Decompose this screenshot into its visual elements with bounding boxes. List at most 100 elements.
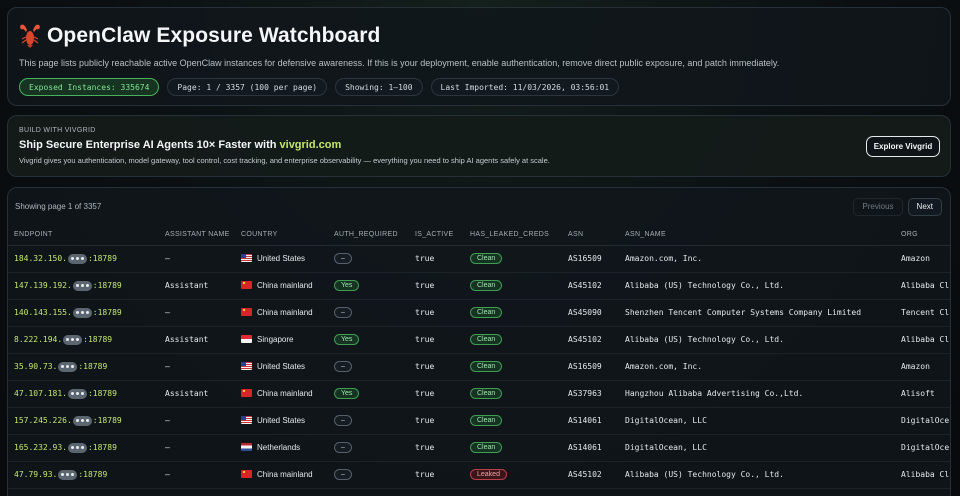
table-row[interactable]: 8.222.194.:18789 Assistant Singapore Yes tru… <box>8 326 950 354</box>
column-header-auth-required[interactable]: AUTH_REQUIRED <box>328 225 409 246</box>
promo-body: Vivgrid gives you authentication, model … <box>19 156 550 165</box>
endpoint-ip-prefix: 165.232.93. <box>14 443 67 452</box>
table-row[interactable]: 165.232.93.:18789 – Netherlands – true Clean A… <box>8 434 950 462</box>
endpoint-port: :18789 <box>87 389 117 398</box>
country-cell: United States <box>235 245 328 273</box>
auth-required-badge: Yes <box>334 334 360 345</box>
endpoint-cell: 184.32.150.:18789 <box>8 245 159 273</box>
assistant-name-cell: Assistant <box>159 272 235 300</box>
instances-table: ENDPOINT ASSISTANT NAME COUNTRY AUTH_REQ… <box>8 225 950 489</box>
masked-octet-icon <box>67 253 87 264</box>
auth-required-cell: Yes <box>328 380 409 408</box>
auth-required-badge: – <box>334 307 352 318</box>
table-row[interactable]: 184.32.150.:18789 – United States – true Clea… <box>8 245 950 273</box>
page-info-badge: Page: 1 / 3357 (100 per page) <box>167 78 328 96</box>
endpoint-ip-prefix: 47.79.93. <box>14 470 58 479</box>
endpoint-cell: 165.232.93.:18789 <box>8 434 159 462</box>
org-cell: Amazon <box>895 245 950 273</box>
is-active-cell: true <box>409 434 464 462</box>
endpoint-cell: 35.90.73. :18789 <box>8 353 159 381</box>
endpoint-link[interactable]: 47.107.181.:18789 <box>14 388 117 399</box>
country-name: Netherlands <box>257 443 301 452</box>
asn-name-cell: Alibaba (US) Technology Co., Ltd. <box>619 272 895 300</box>
page-description: This page lists publicly reachable activ… <box>19 58 780 68</box>
endpoint-ip-prefix: 140.143.155. <box>14 308 72 317</box>
column-header-assistant-name[interactable]: ASSISTANT NAME <box>159 225 235 246</box>
leaked-creds-badge: Clean <box>470 307 503 318</box>
asn-cell: AS37963 <box>562 380 619 408</box>
page-title: OpenClaw Exposure Watchboard <box>47 24 381 47</box>
endpoint-link[interactable]: 35.90.73. :18789 <box>14 361 108 372</box>
country-flag-icon <box>241 470 252 478</box>
explore-vivgrid-button[interactable]: Explore Vivgrid <box>866 136 940 157</box>
country-cell: China mainland <box>235 461 328 489</box>
column-header-is-active[interactable]: IS_ACTIVE <box>409 225 464 246</box>
table-header-row: ENDPOINT ASSISTANT NAME COUNTRY AUTH_REQ… <box>8 225 950 246</box>
country-cell: China mainland <box>235 272 328 300</box>
endpoint-link[interactable]: 47.79.93. :18789 <box>14 469 108 480</box>
country-flag-icon <box>241 416 252 424</box>
table-row[interactable]: 47.107.181.:18789 Assistant China mainland… <box>8 380 950 408</box>
country-cell: United States <box>235 353 328 381</box>
column-header-country[interactable]: COUNTRY <box>235 225 328 246</box>
masked-octet-icon <box>58 361 78 372</box>
assistant-name-cell: Assistant <box>159 326 235 354</box>
endpoint-link[interactable]: 157.245.226.:18789 <box>14 415 122 426</box>
org-cell: Amazon <box>895 353 950 381</box>
results-panel: Showing page 1 of 3357 Previous Next END… <box>7 187 951 496</box>
masked-octet-icon <box>72 307 92 318</box>
endpoint-port: :18789 <box>78 470 108 479</box>
auth-required-badge: Yes <box>334 280 360 291</box>
column-header-asn-name[interactable]: ASN_NAME <box>619 225 895 246</box>
auth-required-cell: Yes <box>328 272 409 300</box>
asn-name-cell: Alibaba (US) Technology Co., Ltd. <box>619 461 895 489</box>
endpoint-link[interactable]: 140.143.155. :18789 <box>14 307 122 318</box>
masked-octet-icon <box>72 280 92 291</box>
asn-cell: AS45090 <box>562 299 619 327</box>
endpoint-cell: 47.107.181.:18789 <box>8 380 159 408</box>
auth-required-cell: – <box>328 434 409 462</box>
org-cell: DigitalOce <box>895 407 950 435</box>
org-cell: Tencent Cl <box>895 299 950 327</box>
endpoint-link[interactable]: 8.222.194.:18789 <box>14 334 112 345</box>
auth-required-cell: – <box>328 353 409 381</box>
endpoint-ip-prefix: 147.139.192. <box>14 281 72 290</box>
leaked-creds-badge: Clean <box>470 253 503 264</box>
asn-cell: AS45102 <box>562 326 619 354</box>
table-row[interactable]: 157.245.226.:18789 – United States – true Cle… <box>8 407 950 435</box>
endpoint-port: :18789 <box>78 362 108 371</box>
endpoint-link[interactable]: 184.32.150.:18789 <box>14 253 117 264</box>
endpoint-cell: 140.143.155. :18789 <box>8 299 159 327</box>
is-active-cell: true <box>409 326 464 354</box>
column-header-asn[interactable]: ASN <box>562 225 619 246</box>
next-button[interactable]: Next <box>907 197 942 216</box>
table-row[interactable]: 140.143.155.:18789 – China mainland – true Cl… <box>8 299 950 327</box>
org-cell: Alibaba Cl <box>895 272 950 300</box>
table-row[interactable]: 35.90.73.:18789 – United States – true Clean A… <box>8 353 950 381</box>
country-flag-icon <box>241 362 252 370</box>
endpoint-link[interactable]: 165.232.93.:18789 <box>14 442 117 453</box>
country-flag-icon <box>241 281 252 289</box>
asn-cell: AS14061 <box>562 407 619 435</box>
country-flag-icon <box>241 389 252 397</box>
table-row[interactable]: 47.79.93.:18789 – China mainland – true Leake… <box>8 461 950 489</box>
asn-name-cell: Alibaba (US) Technology Co., Ltd. <box>619 326 895 354</box>
leaked-creds-badge: Clean <box>470 442 503 453</box>
masked-octet-icon <box>72 415 92 426</box>
column-header-endpoint[interactable]: ENDPOINT <box>8 225 159 246</box>
endpoint-ip-prefix: 35.90.73. <box>14 362 58 371</box>
table-row[interactable]: 147.139.192.:18789 Assistant China mainlan… <box>8 272 950 300</box>
endpoint-link[interactable]: 147.139.192.:18789 <box>14 280 122 291</box>
endpoint-port: :18789 <box>92 308 122 317</box>
vivgrid-link[interactable]: vivgrid.com <box>279 139 342 151</box>
column-header-has-leaked-creds[interactable]: HAS_LEAKED_CREDS <box>464 225 562 246</box>
previous-button[interactable]: Previous <box>853 197 903 216</box>
endpoint-cell: 47.79.93. :18789 <box>8 461 159 489</box>
auth-required-cell: Yes <box>328 326 409 354</box>
column-header-org[interactable]: ORG <box>895 225 950 246</box>
country-name: China mainland <box>257 470 313 479</box>
leaked-creds-cell: Clean <box>464 353 562 381</box>
exposed-count-badge: Exposed Instances: 335674 <box>19 78 160 96</box>
endpoint-port: :18789 <box>87 254 117 263</box>
auth-required-badge: – <box>334 442 352 453</box>
